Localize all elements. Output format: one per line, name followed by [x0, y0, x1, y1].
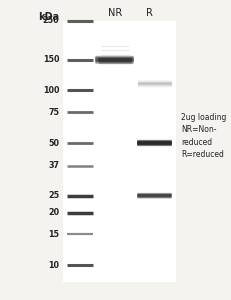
Text: R: R	[146, 8, 152, 19]
Text: 100: 100	[43, 86, 59, 95]
Text: 20: 20	[48, 208, 59, 217]
Text: 2ug loading
NR=Non-
reduced
R=reduced: 2ug loading NR=Non- reduced R=reduced	[180, 112, 225, 159]
Text: NR: NR	[107, 8, 122, 19]
Text: 25: 25	[48, 191, 59, 200]
Text: 15: 15	[48, 230, 59, 239]
Text: kDa: kDa	[38, 12, 59, 22]
Text: 37: 37	[48, 161, 59, 170]
Bar	[62, 21, 176, 282]
Text: 250: 250	[42, 16, 59, 26]
Text: 150: 150	[43, 55, 59, 64]
Text: 50: 50	[48, 139, 59, 148]
Text: 10: 10	[48, 261, 59, 270]
Text: 75: 75	[48, 108, 59, 117]
